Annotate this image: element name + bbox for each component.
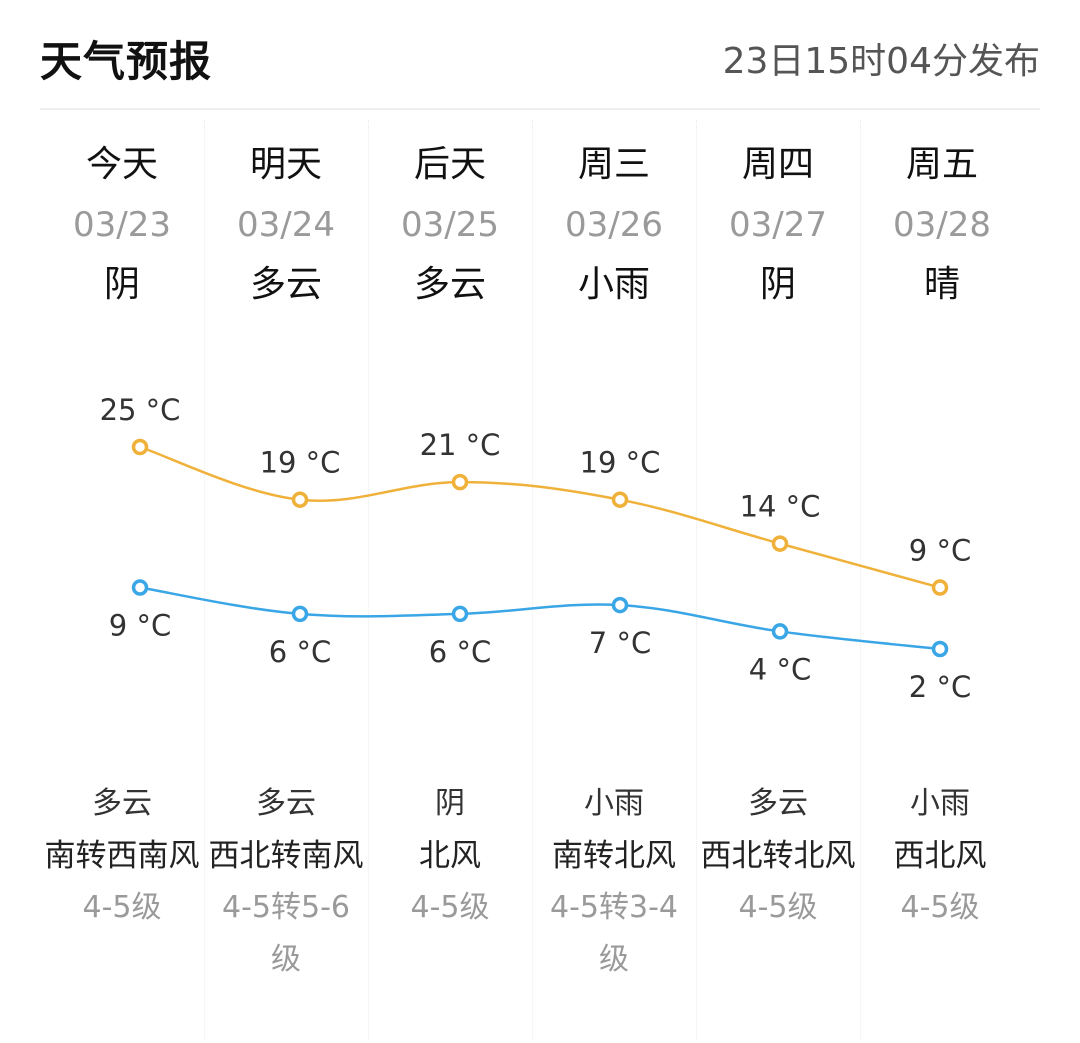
wind-level: 4-5转3-4级 [550, 890, 678, 977]
low-temp-label: 7 °C [589, 626, 651, 660]
day-column-0[interactable]: 今天 03/23 阴 [40, 140, 204, 310]
night-column-5: 小雨 西北风 4-5级 [856, 778, 1024, 934]
high-temp-point [931, 579, 949, 596]
day-date: 03/26 [565, 205, 663, 245]
day-weather: 阴 [103, 264, 140, 305]
night-weather: 多云 [748, 786, 808, 821]
column-divider [204, 120, 205, 1040]
wind-direction: 西北转北风 [700, 838, 856, 874]
night-weather: 阴 [435, 786, 465, 821]
day-date: 03/24 [237, 205, 335, 245]
night-weather: 多云 [256, 786, 316, 821]
column-divider [860, 120, 861, 1040]
wind-level: 4-5级 [738, 890, 818, 925]
day-column-4[interactable]: 周四 03/27 阴 [696, 140, 860, 310]
day-column-1[interactable]: 明天 03/24 多云 [204, 140, 368, 310]
low-temp-point [291, 605, 309, 623]
wind-level: 4-5转5-6级 [222, 890, 350, 977]
header-divider [40, 108, 1040, 110]
wind-direction: 南转西南风 [44, 838, 200, 874]
publish-time: 23日15时04分发布 [722, 41, 1040, 82]
low-temp-line [139, 586, 941, 651]
day-name: 周五 [905, 144, 978, 185]
page-title: 天气预报 [40, 37, 213, 86]
wind-level: 4-5级 [410, 890, 490, 925]
low-temp-label: 2 °C [909, 670, 971, 704]
low-temp-point [611, 596, 629, 614]
wind-direction: 南转北风 [552, 838, 676, 874]
high-temp-label: 25 °C [100, 393, 181, 427]
high-temp-point [131, 438, 149, 456]
low-temp-point [451, 605, 469, 623]
low-temp-point [131, 579, 149, 596]
high-temp-point [451, 473, 469, 491]
day-date: 03/23 [73, 205, 171, 245]
wind-direction: 北风 [419, 838, 481, 874]
wind-direction: 西北转南风 [208, 838, 364, 874]
day-weather: 阴 [759, 264, 796, 305]
low-temp-point [771, 623, 789, 640]
column-divider [368, 120, 369, 1040]
high-temp-label: 9 °C [909, 534, 971, 568]
column-divider [532, 120, 533, 1040]
wind-level: 4-5级 [900, 890, 980, 925]
day-column-5[interactable]: 周五 03/28 晴 [860, 140, 1024, 310]
day-name: 周三 [577, 144, 650, 185]
day-date: 03/28 [893, 205, 991, 245]
night-column-3: 小雨 南转北风 4-5转3-4级 [530, 778, 698, 986]
day-date: 03/27 [729, 205, 827, 245]
temperature-chart: 25 °C 19 °C 21 °C 19 °C 14 °C 9 °C 9 °C 6 °C 6 °… [100, 393, 972, 704]
day-weather: 小雨 [577, 264, 650, 305]
night-weather: 小雨 [910, 786, 970, 821]
day-weather: 多云 [413, 264, 486, 305]
low-temp-label: 6 °C [269, 635, 331, 669]
day-name: 周四 [741, 144, 814, 185]
low-temp-label: 9 °C [109, 609, 171, 643]
night-weather: 多云 [92, 786, 152, 821]
day-date: 03/25 [401, 205, 499, 245]
high-temp-label: 21 °C [420, 428, 501, 462]
night-weather: 小雨 [584, 786, 644, 821]
wind-direction: 西北风 [893, 838, 987, 874]
day-weather: 多云 [249, 264, 322, 305]
high-temp-label: 19 °C [260, 446, 341, 480]
low-temp-label: 6 °C [429, 635, 491, 669]
high-temp-point [291, 491, 309, 508]
high-temp-point [771, 535, 789, 552]
wind-level: 4-5级 [82, 890, 162, 925]
night-column-4: 多云 西北转北风 4-5级 [694, 778, 862, 934]
day-weather: 晴 [923, 264, 960, 305]
night-column-0: 多云 南转西南风 4-5级 [38, 778, 206, 934]
night-column-1: 多云 西北转南风 4-5转5-6级 [202, 778, 370, 986]
high-temp-line [139, 445, 941, 589]
forecast-header: 天气预报 23日15时04分发布 [40, 20, 1040, 90]
low-temp-label: 4 °C [749, 652, 811, 686]
day-name: 今天 [85, 144, 158, 185]
night-column-2: 阴 北风 4-5级 [366, 778, 534, 934]
high-temp-point [611, 491, 629, 508]
high-temp-label: 19 °C [580, 446, 661, 480]
high-temp-label: 14 °C [740, 490, 821, 524]
column-divider [696, 120, 697, 1040]
low-temp-point [931, 640, 949, 658]
day-column-2[interactable]: 后天 03/25 多云 [368, 140, 532, 310]
day-name: 明天 [249, 144, 322, 185]
day-column-3[interactable]: 周三 03/26 小雨 [532, 140, 696, 310]
day-name: 后天 [413, 144, 486, 185]
